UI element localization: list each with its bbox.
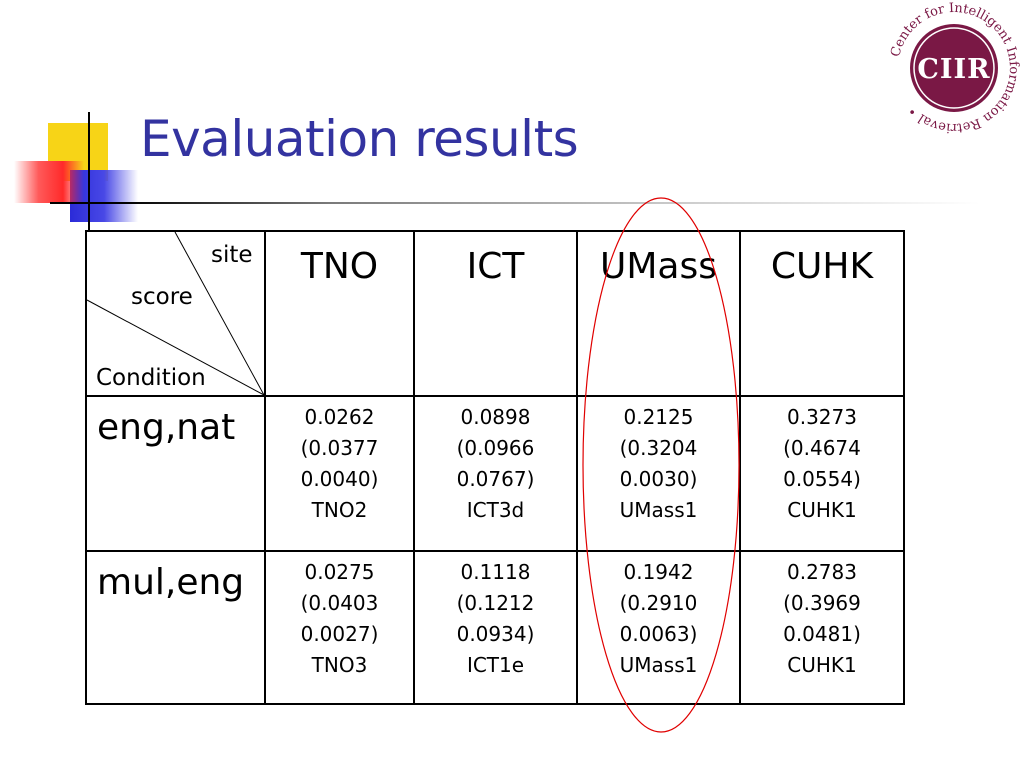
cell-eng-nat-tno: 0.0262 (0.0377 0.0040) TNO2 bbox=[264, 395, 415, 552]
cell-line: (0.0403 0.0027) bbox=[300, 591, 379, 646]
decor-vertical-line bbox=[88, 112, 90, 230]
corner-label-site: site bbox=[211, 242, 253, 268]
cell-line: ICT3d bbox=[466, 498, 525, 522]
results-table: site score Condition TNO ICT UMass CUHK … bbox=[85, 230, 905, 705]
cell-line: UMass1 bbox=[619, 498, 698, 522]
cell-line: 0.0934) bbox=[456, 622, 535, 646]
corner-header-cell: site score Condition bbox=[85, 230, 266, 397]
column-header-cuhk: CUHK bbox=[739, 230, 905, 397]
column-header-ict: ICT bbox=[413, 230, 578, 397]
row-header-mul-eng: mul,eng bbox=[85, 550, 266, 705]
row-header-eng-nat: eng,nat bbox=[85, 395, 266, 552]
cell-line: 0.2783 bbox=[787, 560, 857, 584]
cell-line: (0.1212 bbox=[456, 591, 535, 615]
column-header-tno: TNO bbox=[264, 230, 415, 397]
corner-label-score: score bbox=[131, 284, 193, 310]
cell-line: (0.2910 0.0063) bbox=[619, 591, 698, 646]
cell-line: 0.1118 bbox=[460, 560, 531, 584]
cell-line: 0.0898 (0.0966 bbox=[456, 405, 535, 460]
cell-line: 0.0767) bbox=[456, 467, 535, 491]
cell-mul-eng-umass: 0.1942 (0.2910 0.0063) UMass1 bbox=[576, 550, 741, 705]
cell-line: TNO2 bbox=[311, 498, 368, 522]
cell-line: (0.0377 0.0040) bbox=[300, 436, 379, 491]
cell-mul-eng-tno: 0.0275 (0.0403 0.0027) TNO3 bbox=[264, 550, 415, 705]
decor-red-square bbox=[14, 161, 84, 203]
cell-line: TNO3 bbox=[311, 653, 368, 677]
cell-line: 0.0275 bbox=[304, 560, 375, 584]
slide-title: Evaluation results bbox=[140, 110, 579, 168]
cell-line: (0.4674 0.0554) bbox=[783, 436, 861, 491]
cell-eng-nat-ict: 0.0898 (0.0966 0.0767) ICT3d bbox=[413, 395, 578, 552]
ciir-logo: CIIR Center for Intelligent Information … bbox=[888, 1, 1021, 135]
column-header-umass: UMass bbox=[576, 230, 741, 397]
cell-mul-eng-ict: 0.1118 (0.1212 0.0934) ICT1e bbox=[413, 550, 578, 705]
cell-eng-nat-cuhk: 0.3273 (0.4674 0.0554) CUHK1 bbox=[739, 395, 905, 552]
cell-line: 0.0262 bbox=[304, 405, 375, 429]
cell-line: 0.2125 (0.3204 0.0030) bbox=[619, 405, 698, 491]
cell-mul-eng-cuhk: 0.2783 (0.3969 0.0481) CUHK1 bbox=[739, 550, 905, 705]
title-underline bbox=[50, 202, 980, 204]
corner-label-condition: Condition bbox=[96, 365, 206, 391]
cell-line: (0.3969 0.0481) bbox=[783, 591, 861, 646]
cell-line: UMass1 bbox=[619, 653, 698, 677]
cell-line: CUHK1 bbox=[787, 498, 857, 522]
cell-line: ICT1e bbox=[466, 653, 525, 677]
umass-highlight-oval bbox=[582, 197, 740, 733]
cell-line: 0.3273 bbox=[787, 405, 857, 429]
cell-line: CUHK1 bbox=[787, 653, 857, 677]
svg-text:CIIR: CIIR bbox=[917, 54, 990, 85]
cell-line: 0.1942 bbox=[623, 560, 694, 584]
